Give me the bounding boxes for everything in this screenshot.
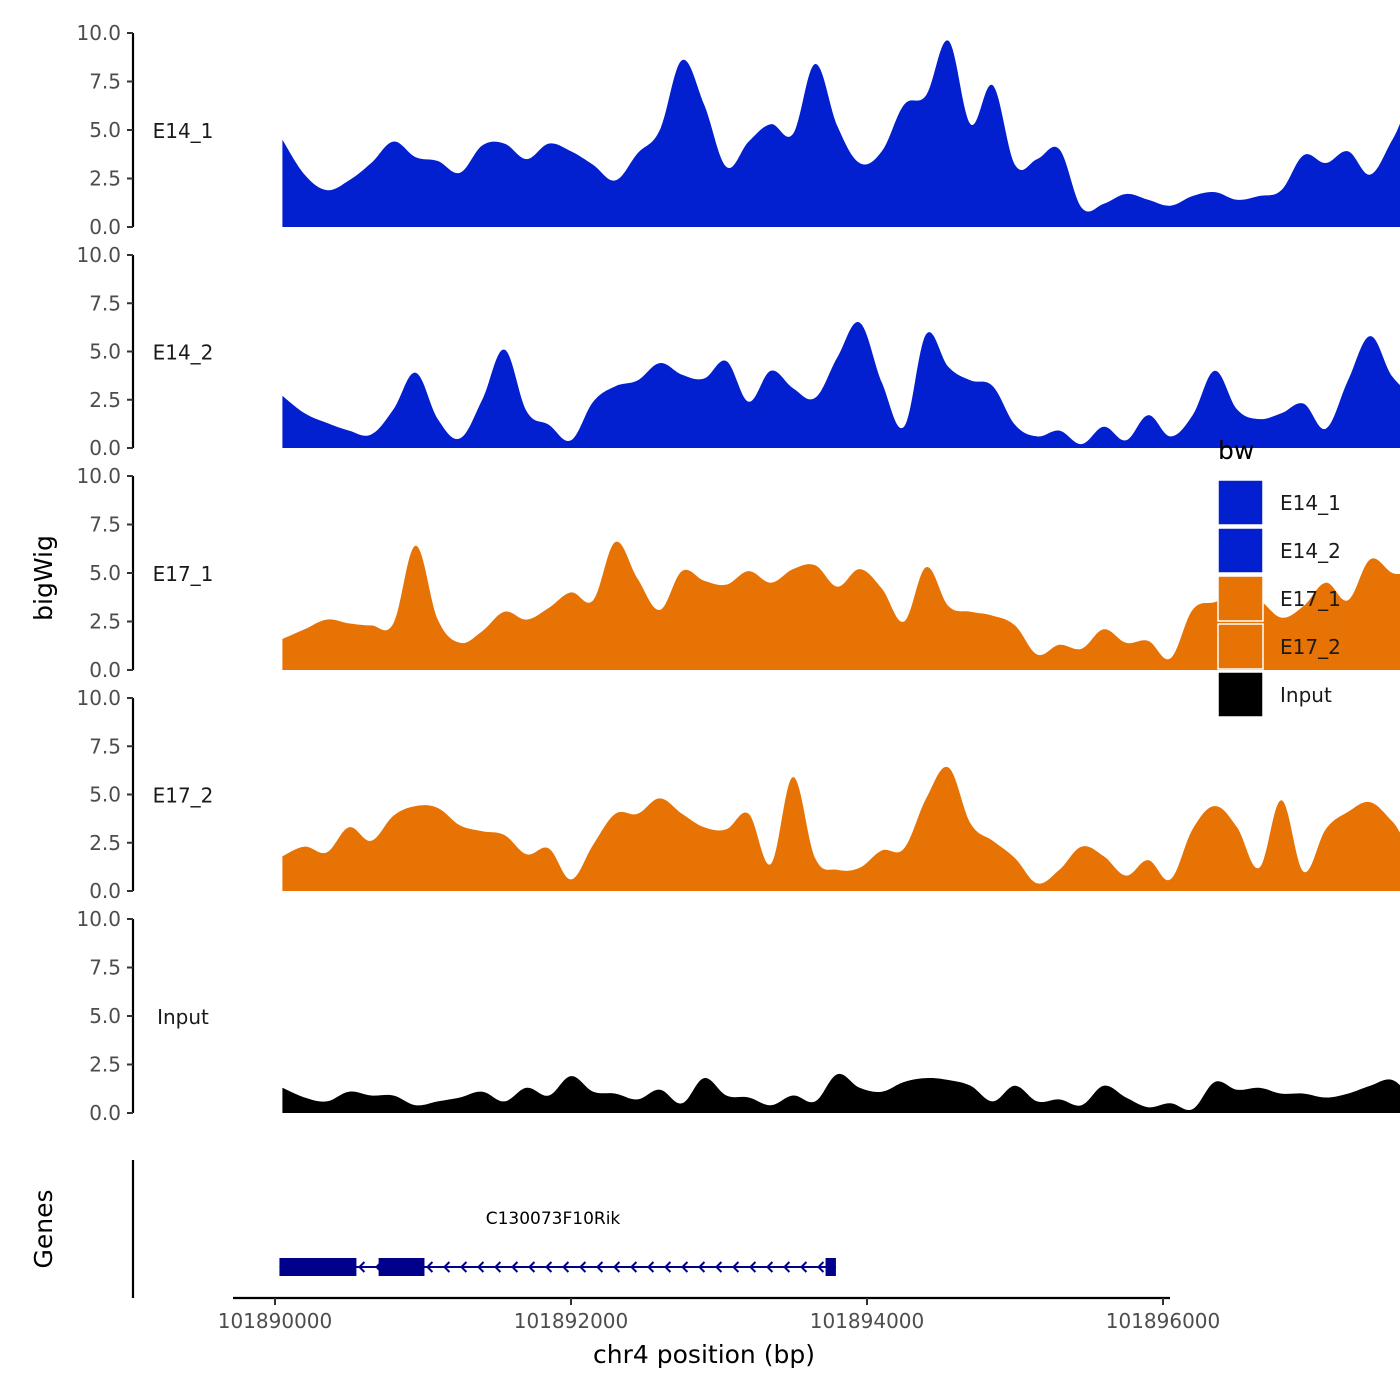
gene-track-title: Genes	[29, 1189, 58, 1268]
strand-arrow	[783, 1261, 791, 1273]
legend-swatch-Input	[1217, 671, 1264, 718]
track-label: E17_1	[153, 562, 214, 586]
x-tick-label: 101892000	[514, 1309, 629, 1333]
y-tick-label: 10.0	[76, 21, 121, 45]
strand-arrow	[715, 1261, 723, 1273]
y-tick-label: 2.5	[89, 1053, 121, 1077]
y-tick-label: 2.5	[89, 167, 121, 191]
strand-arrow	[596, 1261, 604, 1273]
legend-swatch-E14_2	[1217, 527, 1264, 574]
strand-arrow	[511, 1261, 519, 1273]
strand-arrow	[477, 1261, 485, 1273]
gene-exon	[825, 1258, 836, 1276]
y-tick-label: 0.0	[89, 215, 121, 239]
y-tick-label: 7.5	[89, 291, 121, 315]
y-tick-label: 10.0	[76, 907, 121, 931]
y-tick-label: 0.0	[89, 658, 121, 682]
strand-arrow	[460, 1261, 468, 1273]
strand-arrow	[630, 1261, 638, 1273]
y-tick-label: 7.5	[89, 734, 121, 758]
strand-arrow	[358, 1261, 366, 1273]
legend-label-Input: Input	[1280, 683, 1332, 707]
gene-exon	[378, 1258, 425, 1276]
y-tick-label: 7.5	[89, 956, 121, 980]
strand-arrow	[698, 1261, 706, 1273]
y-tick-label: 0.0	[89, 1101, 121, 1125]
strand-arrow	[426, 1261, 434, 1273]
strand-arrow	[528, 1261, 536, 1273]
strand-arrow	[817, 1261, 825, 1273]
x-tick-label: 101894000	[810, 1309, 925, 1333]
strand-arrow	[732, 1261, 740, 1273]
y-tick-label: 0.0	[89, 879, 121, 903]
y-tick-label: 10.0	[76, 243, 121, 267]
strand-arrow	[562, 1261, 570, 1273]
y-tick-label: 5.0	[89, 118, 121, 142]
legend-swatch-E17_2	[1217, 623, 1264, 670]
area-Input	[282, 1073, 1400, 1113]
gene-C130073F10Rik: C130073F10Rik	[279, 1209, 836, 1276]
area-E17_1	[282, 541, 1400, 670]
strand-arrow	[545, 1261, 553, 1273]
area-E14_2	[282, 322, 1400, 448]
signal-tracks: 0.0 2.5 5.0 7.5 10.0 E14_1 0.0 2.5 5.0 7.5 10.0 E14…	[76, 21, 1400, 1125]
track-E14_1: 0.0 2.5 5.0 7.5 10.0 E14_1	[76, 21, 1400, 239]
legend-title: bw	[1218, 436, 1254, 465]
track-E17_2: 0.0 2.5 5.0 7.5 10.0 E17_2	[76, 686, 1400, 903]
y-tick-label: 0.0	[89, 436, 121, 460]
y-tick-label: 7.5	[89, 513, 121, 537]
gene-exon	[279, 1258, 357, 1276]
y-axis-title: bigWig	[29, 535, 58, 621]
strand-arrow	[681, 1261, 689, 1273]
track-E14_2: 0.0 2.5 5.0 7.5 10.0 E14_2	[76, 243, 1400, 460]
track-E17_1: 0.0 2.5 5.0 7.5 10.0 E17_1	[76, 464, 1400, 682]
y-tick-label: 2.5	[89, 388, 121, 412]
strand-arrow	[443, 1261, 451, 1273]
legend-label-E17_2: E17_2	[1280, 635, 1341, 659]
y-tick-label: 10.0	[76, 686, 121, 710]
legend-label-E14_1: E14_1	[1280, 491, 1341, 515]
track-label: E17_2	[153, 784, 214, 808]
y-tick-label: 7.5	[89, 70, 121, 94]
legend: bw E14_1 E14_2 E17_1 E17_2 Input	[1217, 436, 1341, 718]
track-Input: 0.0 2.5 5.0 7.5 10.0 Input	[76, 907, 1400, 1125]
x-tick-label: 101890000	[218, 1309, 333, 1333]
strand-arrow	[613, 1261, 621, 1273]
strand-arrow	[494, 1261, 502, 1273]
legend-label-E17_1: E17_1	[1280, 587, 1341, 611]
strand-arrow	[647, 1261, 655, 1273]
strand-arrow	[664, 1261, 672, 1273]
y-tick-label: 2.5	[89, 831, 121, 855]
y-tick-label: 5.0	[89, 340, 121, 364]
x-tick-label: 101896000	[1106, 1309, 1221, 1333]
strand-arrow	[800, 1261, 808, 1273]
track-label: E14_1	[153, 119, 214, 143]
y-tick-label: 5.0	[89, 783, 121, 807]
gene-track-panel: Genes C130073F10Rik	[29, 1160, 836, 1298]
legend-swatch-E17_1	[1217, 575, 1264, 622]
track-label: E14_2	[153, 341, 214, 365]
track-label: Input	[157, 1005, 209, 1029]
area-E14_1	[282, 40, 1400, 227]
x-axis: 101890000 101892000 101894000 101896000	[218, 1296, 1221, 1333]
strand-arrow	[766, 1261, 774, 1273]
gene-name: C130073F10Rik	[486, 1209, 621, 1229]
strand-arrow	[749, 1261, 757, 1273]
legend-swatch-E14_1	[1217, 479, 1264, 526]
legend-label-E14_2: E14_2	[1280, 539, 1341, 563]
y-tick-label: 10.0	[76, 464, 121, 488]
x-axis-title: chr4 position (bp)	[593, 1340, 815, 1369]
y-tick-label: 2.5	[89, 610, 121, 634]
y-tick-label: 5.0	[89, 1004, 121, 1028]
area-E17_2	[282, 766, 1400, 891]
strand-arrow	[579, 1261, 587, 1273]
y-tick-label: 5.0	[89, 561, 121, 585]
